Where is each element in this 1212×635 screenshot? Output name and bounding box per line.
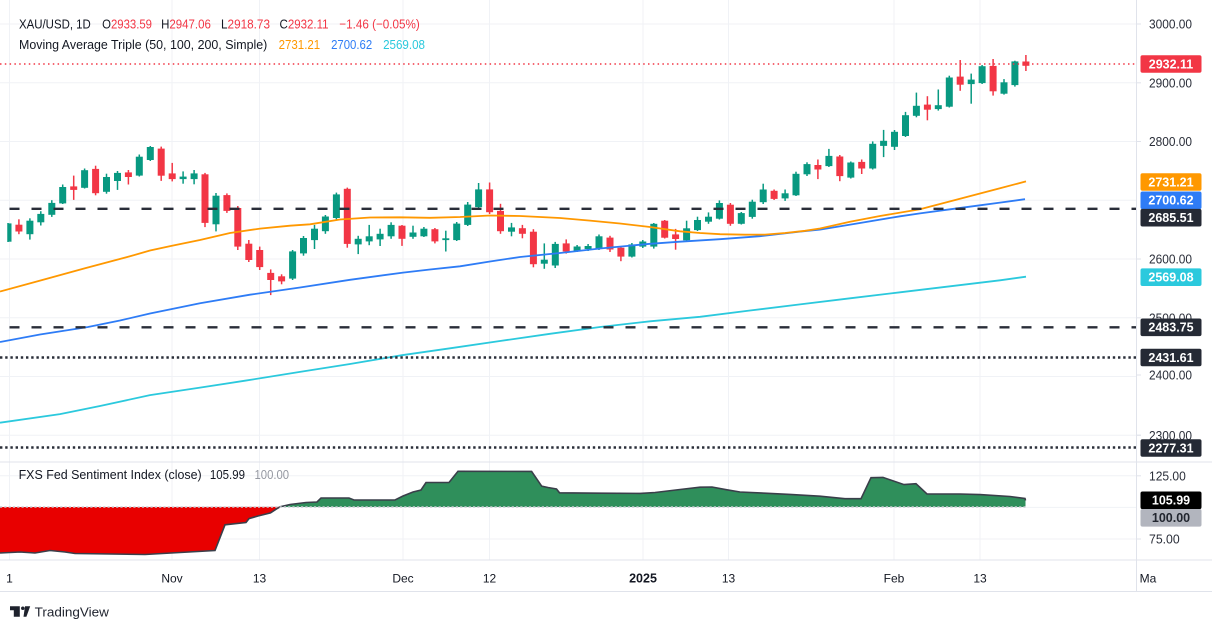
svg-text:L2918.73: L2918.73 xyxy=(221,17,270,32)
svg-text:Nov: Nov xyxy=(161,572,182,586)
svg-text:2700.62: 2700.62 xyxy=(1148,194,1193,208)
svg-text:100.00: 100.00 xyxy=(255,467,290,482)
svg-text:2700.62: 2700.62 xyxy=(331,37,372,52)
svg-text:−1.46 (−0.05%): −1.46 (−0.05%) xyxy=(339,17,420,32)
svg-text:105.99: 105.99 xyxy=(210,467,245,482)
svg-text:Feb: Feb xyxy=(884,572,905,586)
svg-text:2431.61: 2431.61 xyxy=(1148,351,1193,365)
svg-text:Ma: Ma xyxy=(1140,572,1157,586)
svg-text:13: 13 xyxy=(722,572,736,586)
svg-text:125.00: 125.00 xyxy=(1149,468,1186,483)
svg-text:2600.00: 2600.00 xyxy=(1149,252,1192,267)
svg-text:2300.00: 2300.00 xyxy=(1149,428,1192,443)
svg-text:2400.00: 2400.00 xyxy=(1149,368,1192,383)
svg-text:2685.51: 2685.51 xyxy=(1148,211,1193,225)
svg-text:2731.21: 2731.21 xyxy=(279,37,321,52)
svg-text:2277.31: 2277.31 xyxy=(1148,441,1193,455)
svg-text:13: 13 xyxy=(253,572,267,586)
svg-text:2800.00: 2800.00 xyxy=(1149,134,1192,149)
svg-text:3000.00: 3000.00 xyxy=(1149,17,1192,32)
svg-text:2932.11: 2932.11 xyxy=(1149,57,1194,71)
svg-text:1: 1 xyxy=(6,572,13,586)
svg-text:FXS Fed Sentiment Index (close: FXS Fed Sentiment Index (close) xyxy=(19,467,202,482)
svg-text:C2932.11: C2932.11 xyxy=(280,17,329,32)
svg-text:2569.08: 2569.08 xyxy=(383,37,425,52)
svg-text:Moving Average Triple (50, 100: Moving Average Triple (50, 100, 200, Sim… xyxy=(19,37,267,52)
svg-text:13: 13 xyxy=(973,572,987,586)
svg-text:105.99: 105.99 xyxy=(1152,494,1190,508)
svg-text:2483.75: 2483.75 xyxy=(1148,321,1193,335)
svg-text:XAU/USD, 1D: XAU/USD, 1D xyxy=(19,17,91,32)
svg-text:Dec: Dec xyxy=(392,572,413,586)
svg-text:12: 12 xyxy=(483,572,497,586)
svg-text:H2947.06: H2947.06 xyxy=(161,17,211,32)
svg-text:100.00: 100.00 xyxy=(1152,511,1190,525)
svg-text:2569.08: 2569.08 xyxy=(1148,271,1193,285)
svg-text:2900.00: 2900.00 xyxy=(1149,75,1192,90)
svg-text:2731.21: 2731.21 xyxy=(1148,175,1193,189)
svg-text:2025: 2025 xyxy=(629,572,657,586)
svg-text:O2933.59: O2933.59 xyxy=(102,17,152,32)
svg-text:75.00: 75.00 xyxy=(1149,532,1180,547)
svg-text:TradingView: TradingView xyxy=(35,604,110,619)
